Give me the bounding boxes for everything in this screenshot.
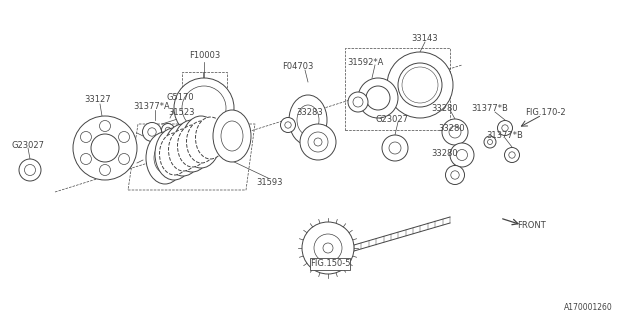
Circle shape bbox=[99, 164, 111, 175]
Ellipse shape bbox=[221, 121, 243, 151]
Circle shape bbox=[398, 63, 442, 107]
Circle shape bbox=[484, 136, 496, 148]
Ellipse shape bbox=[181, 131, 203, 161]
Ellipse shape bbox=[297, 105, 319, 135]
Circle shape bbox=[24, 164, 35, 175]
Circle shape bbox=[449, 126, 461, 138]
Circle shape bbox=[450, 143, 474, 167]
Circle shape bbox=[358, 78, 398, 118]
Circle shape bbox=[314, 234, 342, 262]
Text: 33280: 33280 bbox=[432, 148, 458, 157]
Ellipse shape bbox=[289, 95, 327, 145]
Ellipse shape bbox=[172, 135, 194, 165]
Ellipse shape bbox=[177, 125, 207, 167]
Ellipse shape bbox=[182, 116, 220, 168]
Circle shape bbox=[445, 165, 465, 185]
Ellipse shape bbox=[213, 110, 251, 162]
Circle shape bbox=[502, 125, 508, 131]
Circle shape bbox=[302, 222, 354, 274]
Text: FIG.170-2: FIG.170-2 bbox=[525, 108, 565, 116]
Text: 31377*A: 31377*A bbox=[134, 101, 170, 110]
Circle shape bbox=[402, 67, 438, 103]
Circle shape bbox=[182, 86, 226, 130]
Circle shape bbox=[387, 52, 453, 118]
Text: 33127: 33127 bbox=[84, 95, 111, 105]
Text: 31523: 31523 bbox=[169, 108, 195, 116]
Bar bbox=[182, 72, 227, 142]
Text: FRONT: FRONT bbox=[518, 220, 547, 229]
Ellipse shape bbox=[146, 132, 184, 184]
Text: 31593: 31593 bbox=[257, 178, 284, 187]
Text: 33280: 33280 bbox=[432, 103, 458, 113]
Circle shape bbox=[451, 171, 460, 179]
Circle shape bbox=[118, 132, 129, 142]
Circle shape bbox=[118, 154, 129, 164]
Circle shape bbox=[81, 154, 92, 164]
Circle shape bbox=[19, 159, 41, 181]
Circle shape bbox=[353, 97, 363, 107]
Ellipse shape bbox=[154, 143, 176, 173]
Circle shape bbox=[280, 117, 296, 132]
Text: 33283: 33283 bbox=[296, 108, 323, 116]
Circle shape bbox=[504, 148, 520, 163]
Circle shape bbox=[143, 123, 161, 141]
Circle shape bbox=[442, 119, 468, 145]
Circle shape bbox=[174, 78, 234, 138]
Circle shape bbox=[405, 70, 435, 100]
Circle shape bbox=[389, 142, 401, 154]
Ellipse shape bbox=[163, 139, 185, 169]
Ellipse shape bbox=[164, 124, 202, 176]
Text: 31592*A: 31592*A bbox=[347, 58, 383, 67]
Ellipse shape bbox=[173, 120, 211, 172]
Circle shape bbox=[91, 134, 119, 162]
Circle shape bbox=[382, 135, 408, 161]
Circle shape bbox=[410, 75, 430, 95]
Ellipse shape bbox=[168, 129, 198, 171]
Circle shape bbox=[348, 92, 368, 112]
Ellipse shape bbox=[195, 117, 225, 159]
Ellipse shape bbox=[190, 127, 212, 157]
Circle shape bbox=[497, 121, 513, 135]
Circle shape bbox=[509, 152, 515, 158]
Ellipse shape bbox=[186, 121, 216, 163]
Circle shape bbox=[323, 243, 333, 253]
Text: G5170: G5170 bbox=[166, 93, 194, 102]
Text: F10003: F10003 bbox=[189, 52, 221, 60]
Circle shape bbox=[488, 140, 493, 145]
Bar bbox=[310, 258, 350, 270]
Circle shape bbox=[81, 132, 92, 142]
Text: A170001260: A170001260 bbox=[564, 303, 612, 313]
Circle shape bbox=[148, 128, 156, 136]
Circle shape bbox=[285, 122, 291, 128]
Text: 33280: 33280 bbox=[438, 124, 465, 132]
Circle shape bbox=[366, 86, 390, 110]
Text: 33143: 33143 bbox=[412, 34, 438, 43]
Text: 31377*B: 31377*B bbox=[486, 131, 524, 140]
Text: 31377*B: 31377*B bbox=[472, 103, 508, 113]
Circle shape bbox=[161, 124, 175, 137]
Ellipse shape bbox=[159, 133, 189, 175]
Circle shape bbox=[165, 127, 171, 133]
Circle shape bbox=[300, 124, 336, 160]
Text: G23027: G23027 bbox=[376, 115, 408, 124]
Circle shape bbox=[314, 138, 322, 146]
Ellipse shape bbox=[155, 128, 193, 180]
Circle shape bbox=[308, 132, 328, 152]
Circle shape bbox=[456, 149, 467, 161]
Text: FIG.150-5: FIG.150-5 bbox=[310, 260, 350, 268]
Circle shape bbox=[99, 121, 111, 132]
Text: G23027: G23027 bbox=[12, 140, 45, 149]
Circle shape bbox=[73, 116, 137, 180]
Text: F04703: F04703 bbox=[282, 61, 314, 70]
